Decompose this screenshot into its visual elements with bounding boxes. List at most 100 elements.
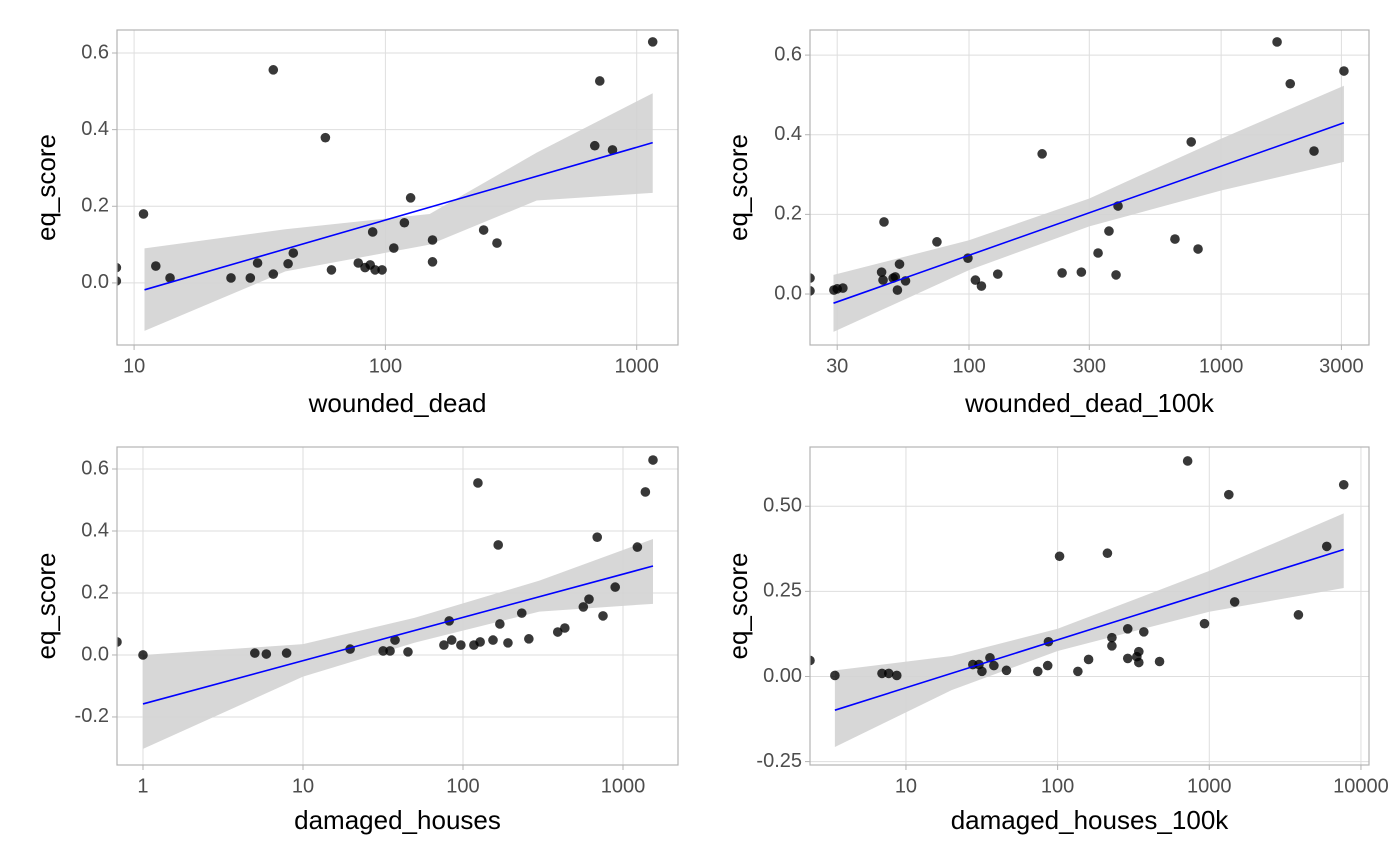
point bbox=[117, 262, 122, 273]
y-tick-label: 0.4 bbox=[81, 519, 109, 541]
y-tick-label: 0.0 bbox=[774, 282, 802, 304]
plot-area bbox=[117, 455, 658, 749]
point bbox=[488, 635, 498, 645]
point bbox=[1321, 541, 1332, 552]
point bbox=[1093, 248, 1103, 258]
point bbox=[427, 257, 438, 267]
point bbox=[405, 193, 416, 203]
point bbox=[1134, 657, 1144, 668]
point bbox=[879, 217, 889, 227]
point bbox=[252, 258, 263, 268]
panel-border bbox=[116, 29, 679, 346]
point bbox=[1122, 653, 1133, 664]
point bbox=[117, 637, 122, 647]
point bbox=[475, 637, 485, 647]
fit-line bbox=[833, 122, 1345, 304]
point bbox=[977, 666, 987, 677]
x-axis-title: damaged_houses_100k bbox=[951, 805, 1230, 835]
point bbox=[370, 265, 380, 275]
y-tick-label: 0.2 bbox=[81, 581, 109, 603]
y-tick-label: 0.6 bbox=[81, 457, 109, 479]
y-tick-label: 0.4 bbox=[81, 118, 109, 140]
point bbox=[1186, 137, 1197, 147]
point bbox=[647, 37, 658, 47]
point bbox=[1138, 627, 1149, 637]
point bbox=[877, 668, 887, 679]
x-tick-label: 1 bbox=[137, 775, 148, 797]
point bbox=[427, 235, 438, 245]
point bbox=[810, 655, 815, 666]
point bbox=[584, 594, 594, 604]
point bbox=[268, 65, 279, 75]
fit-line bbox=[834, 548, 1344, 711]
point bbox=[1107, 641, 1117, 651]
x-tick-label: 10 bbox=[895, 775, 917, 797]
point bbox=[1054, 551, 1065, 562]
point bbox=[261, 649, 272, 659]
point bbox=[648, 455, 658, 465]
x-tick-label: 30 bbox=[826, 355, 848, 377]
point bbox=[878, 275, 888, 285]
point bbox=[883, 668, 894, 679]
point bbox=[892, 285, 903, 295]
y-tick-label: 0.50 bbox=[763, 495, 802, 517]
point bbox=[560, 623, 570, 633]
point bbox=[245, 273, 256, 283]
point bbox=[1170, 234, 1180, 244]
point bbox=[1122, 624, 1133, 634]
plot-area bbox=[810, 37, 1349, 332]
point bbox=[989, 660, 999, 671]
point bbox=[1073, 666, 1083, 677]
point bbox=[1001, 665, 1012, 676]
point bbox=[894, 259, 905, 269]
point bbox=[810, 286, 815, 296]
point bbox=[1193, 244, 1203, 254]
point bbox=[970, 275, 981, 285]
point bbox=[876, 267, 887, 277]
point bbox=[353, 258, 364, 268]
point bbox=[478, 225, 489, 235]
y-tick-label: 0.2 bbox=[774, 203, 802, 225]
point bbox=[589, 140, 600, 151]
point bbox=[891, 670, 902, 681]
y-tick-label: -0.25 bbox=[756, 750, 802, 772]
x-tick-label: 3000 bbox=[1319, 355, 1364, 377]
x-tick-label: 100 bbox=[369, 355, 402, 377]
point bbox=[1285, 78, 1296, 89]
point bbox=[1229, 597, 1240, 607]
y-axis-title: eq_score bbox=[31, 553, 61, 660]
x-tick-label: 100 bbox=[952, 355, 985, 377]
point bbox=[138, 650, 148, 660]
point bbox=[838, 283, 848, 293]
point bbox=[552, 627, 563, 637]
point bbox=[830, 670, 840, 681]
point bbox=[516, 608, 527, 618]
point bbox=[1037, 149, 1047, 159]
point bbox=[1111, 270, 1121, 280]
y-axis-title: eq_score bbox=[31, 134, 61, 241]
point bbox=[1339, 66, 1349, 76]
point bbox=[403, 647, 413, 657]
point bbox=[1134, 646, 1144, 657]
fit-line bbox=[142, 565, 654, 705]
x-tick-label: 10 bbox=[123, 355, 145, 377]
point bbox=[378, 646, 388, 656]
point bbox=[326, 265, 337, 275]
point bbox=[1182, 456, 1193, 466]
point bbox=[578, 602, 589, 612]
point bbox=[138, 209, 149, 219]
point bbox=[150, 261, 161, 271]
y-tick-label: 0.0 bbox=[81, 271, 109, 293]
point bbox=[320, 132, 331, 143]
x-tick-label: 300 bbox=[1073, 355, 1106, 377]
x-tick-label: 1000 bbox=[601, 775, 646, 797]
point bbox=[992, 269, 1003, 279]
point bbox=[268, 269, 279, 279]
x-tick-label: 1000 bbox=[1199, 355, 1244, 377]
y-tick-label: 0.0 bbox=[81, 643, 109, 665]
point bbox=[439, 640, 449, 650]
panel: 0.0 0.2 0.4 0.6 10 100 1000 wounded_dead eq_scor… bbox=[31, 29, 679, 418]
point bbox=[456, 640, 466, 650]
point bbox=[1076, 267, 1087, 277]
